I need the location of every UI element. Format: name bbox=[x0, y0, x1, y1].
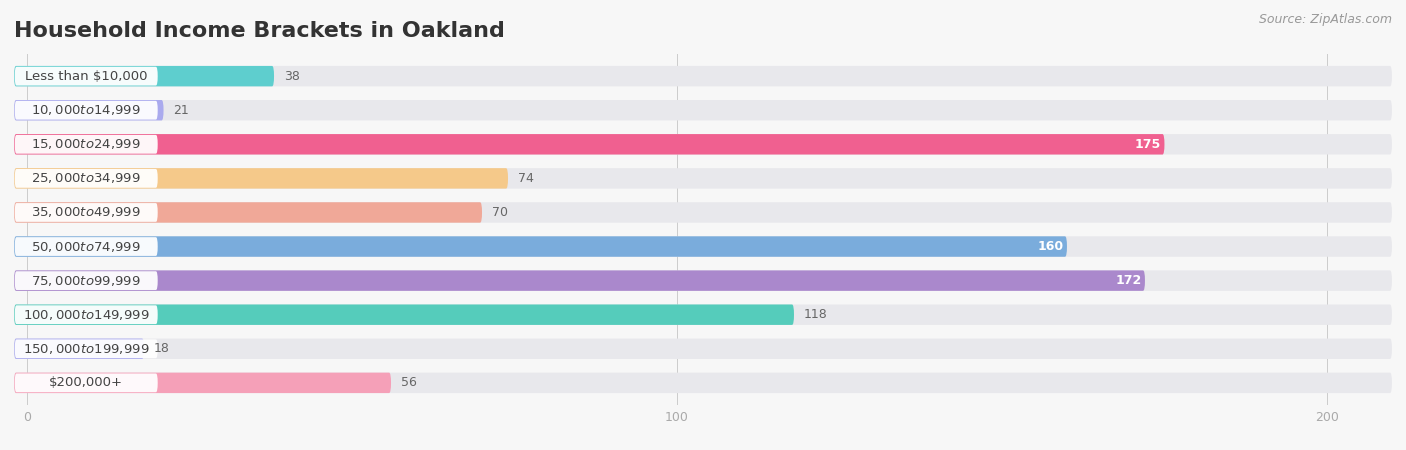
Text: 118: 118 bbox=[804, 308, 828, 321]
Text: $15,000 to $24,999: $15,000 to $24,999 bbox=[31, 137, 141, 151]
Text: $35,000 to $49,999: $35,000 to $49,999 bbox=[31, 206, 141, 220]
Text: $10,000 to $14,999: $10,000 to $14,999 bbox=[31, 103, 141, 117]
Text: 70: 70 bbox=[492, 206, 508, 219]
FancyBboxPatch shape bbox=[14, 169, 157, 188]
FancyBboxPatch shape bbox=[14, 66, 1392, 86]
FancyBboxPatch shape bbox=[14, 168, 508, 189]
FancyBboxPatch shape bbox=[14, 271, 157, 290]
Text: $75,000 to $99,999: $75,000 to $99,999 bbox=[31, 274, 141, 288]
FancyBboxPatch shape bbox=[14, 66, 274, 86]
FancyBboxPatch shape bbox=[14, 100, 163, 121]
FancyBboxPatch shape bbox=[14, 374, 157, 392]
FancyBboxPatch shape bbox=[14, 338, 1392, 359]
Text: $25,000 to $34,999: $25,000 to $34,999 bbox=[31, 171, 141, 185]
FancyBboxPatch shape bbox=[14, 135, 157, 154]
Text: 74: 74 bbox=[517, 172, 534, 185]
Text: 56: 56 bbox=[401, 376, 416, 389]
Text: Household Income Brackets in Oakland: Household Income Brackets in Oakland bbox=[14, 21, 505, 41]
FancyBboxPatch shape bbox=[14, 338, 143, 359]
Text: $200,000+: $200,000+ bbox=[49, 376, 124, 389]
FancyBboxPatch shape bbox=[14, 134, 1164, 154]
FancyBboxPatch shape bbox=[14, 236, 1392, 257]
Text: Source: ZipAtlas.com: Source: ZipAtlas.com bbox=[1258, 14, 1392, 27]
Text: Less than $10,000: Less than $10,000 bbox=[25, 70, 148, 83]
FancyBboxPatch shape bbox=[14, 67, 157, 86]
Text: 21: 21 bbox=[173, 104, 188, 117]
FancyBboxPatch shape bbox=[14, 237, 157, 256]
Text: 160: 160 bbox=[1038, 240, 1064, 253]
FancyBboxPatch shape bbox=[14, 236, 1067, 257]
FancyBboxPatch shape bbox=[14, 339, 157, 358]
FancyBboxPatch shape bbox=[14, 202, 482, 223]
FancyBboxPatch shape bbox=[14, 101, 157, 120]
FancyBboxPatch shape bbox=[14, 203, 157, 222]
FancyBboxPatch shape bbox=[14, 373, 391, 393]
Text: 38: 38 bbox=[284, 70, 299, 83]
FancyBboxPatch shape bbox=[14, 134, 1392, 154]
Text: 172: 172 bbox=[1115, 274, 1142, 287]
FancyBboxPatch shape bbox=[14, 270, 1144, 291]
Text: 18: 18 bbox=[153, 342, 170, 355]
FancyBboxPatch shape bbox=[14, 305, 1392, 325]
FancyBboxPatch shape bbox=[14, 305, 157, 324]
FancyBboxPatch shape bbox=[14, 202, 1392, 223]
FancyBboxPatch shape bbox=[14, 168, 1392, 189]
FancyBboxPatch shape bbox=[14, 100, 1392, 121]
FancyBboxPatch shape bbox=[14, 305, 794, 325]
Text: 175: 175 bbox=[1135, 138, 1161, 151]
Text: $150,000 to $199,999: $150,000 to $199,999 bbox=[22, 342, 149, 356]
Text: $50,000 to $74,999: $50,000 to $74,999 bbox=[31, 239, 141, 253]
FancyBboxPatch shape bbox=[14, 270, 1392, 291]
FancyBboxPatch shape bbox=[14, 373, 1392, 393]
Text: $100,000 to $149,999: $100,000 to $149,999 bbox=[22, 308, 149, 322]
